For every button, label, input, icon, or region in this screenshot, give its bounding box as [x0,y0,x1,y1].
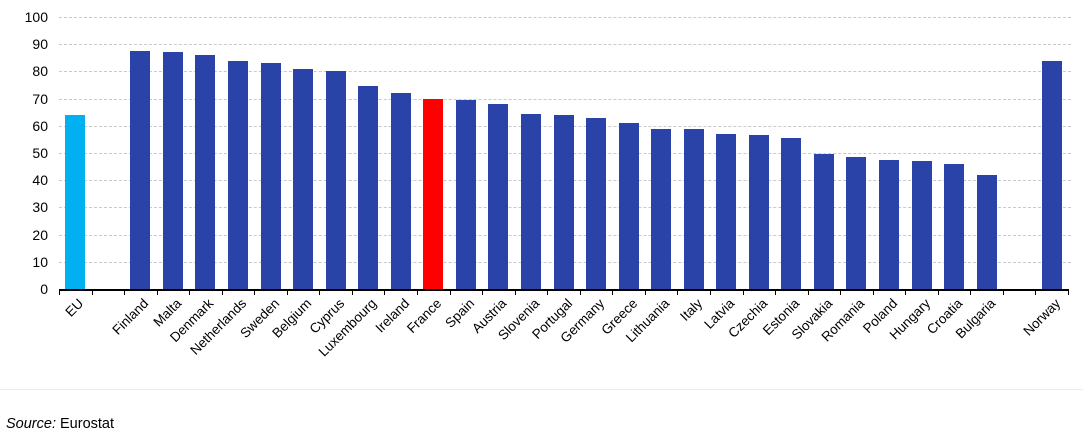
x-axis-tick [92,291,93,295]
gridline-100 [59,17,1071,18]
x-axis-tick [482,291,483,295]
x-axis-tick [124,291,125,295]
x-axis-tick [287,291,288,295]
bar-italy [683,128,704,289]
bar-luxembourg [358,86,379,289]
bar-slovakia [813,154,834,289]
bar-spain [455,99,476,289]
x-axis-tick [157,291,158,295]
x-axis-tick [547,291,548,295]
bar-france [423,98,444,289]
x-axis-tick [319,291,320,295]
source-value: Eurostat [55,416,115,432]
y-axis-labels: 0 10 20 30 40 50 60 70 80 90 100 [0,0,48,300]
bar-romania [846,157,867,289]
x-axis-tick [417,291,418,295]
gridline-70 [59,98,1071,100]
bar-ireland [390,93,411,289]
y-tick-label-80: 80 [32,63,48,80]
x-axis-tick [873,291,874,295]
source-note: Source: Eurostat [6,416,114,432]
bar-estonia [781,138,802,289]
x-axis-tick [1035,291,1036,295]
bar-germany [586,117,607,289]
y-tick-label-50: 50 [32,145,48,161]
y-tick-label-30: 30 [32,199,48,216]
bar-czechia [748,135,769,289]
x-axis-tick [840,291,841,295]
bar-cyprus [325,71,346,289]
y-tick-label-40: 40 [32,172,48,189]
bar-sweden [260,63,281,289]
figure-bottom-divider [0,389,1083,390]
bar-portugal [553,114,574,289]
bar-finland [130,51,151,289]
x-axis-tick [612,291,613,295]
y-tick-label-90: 90 [32,36,48,53]
x-axis-line [59,289,1069,291]
source-label: Source: [6,416,56,432]
plot-area [59,17,1072,295]
x-axis-tick [384,291,385,295]
bar-bulgaria [976,174,997,289]
bar-belgium [293,68,314,289]
bar-norway [1041,60,1062,289]
x-axis-tick [450,291,451,295]
bar-croatia [944,163,965,289]
bar-denmark [195,55,216,289]
bar-greece [618,123,639,289]
y-tick-label-100: 100 [24,9,48,25]
x-axis-tick [59,291,60,295]
gridline-90 [59,44,1071,46]
x-axis-tick [254,291,255,295]
bar-slovenia [520,113,541,289]
bar-eu [65,114,86,289]
x-axis-tick [1003,291,1004,295]
bar-lithuania [651,128,672,289]
x-axis-tick [710,291,711,295]
x-axis-tick [905,291,906,295]
y-tick-label-0: 0 [40,281,48,297]
bar-netherlands [228,60,249,289]
x-axis-tick [808,291,809,295]
y-tick-label-70: 70 [32,90,48,107]
x-axis-tick [775,291,776,295]
x-axis-tick [645,291,646,295]
bar-austria [488,104,509,289]
x-axis-tick [1068,291,1069,295]
y-tick-label-20: 20 [32,226,48,243]
y-tick-label-10: 10 [32,253,48,270]
x-axis-tick [938,291,939,295]
x-axis-tick [222,291,223,295]
bar-poland [878,159,899,289]
gridline-80 [59,71,1071,73]
bar-hungary [911,161,932,289]
bar-malta [162,52,183,289]
x-axis-tick [743,291,744,295]
bar-latvia [716,133,737,289]
x-axis-tick [970,291,971,295]
x-axis-tick [677,291,678,295]
x-axis-tick [580,291,581,295]
x-axis-tick [352,291,353,295]
y-tick-label-60: 60 [32,117,48,134]
x-axis-tick [189,291,190,295]
x-axis-tick [515,291,516,295]
